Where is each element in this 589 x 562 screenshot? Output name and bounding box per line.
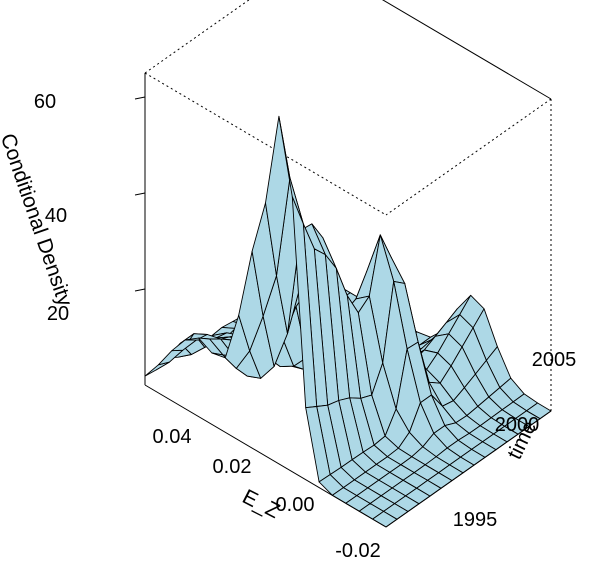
y-tick-label: 2005 — [532, 349, 577, 371]
box-edge — [144, 72, 387, 216]
x-tick-label: 0.04 — [153, 426, 192, 448]
z-tick-label: 40 — [45, 205, 67, 227]
y-tick-label: 2000 — [495, 414, 540, 436]
x-tick-label: 0.00 — [276, 494, 315, 516]
box-edge — [144, 384, 387, 528]
plot-box-front — [134, 73, 552, 528]
x-tick-label: -0.02 — [335, 540, 381, 562]
box-edge — [385, 410, 552, 528]
box-edge — [385, 98, 552, 216]
z-tick — [134, 288, 146, 292]
x-tick-label: 0.02 — [213, 456, 252, 478]
z-tick — [134, 96, 146, 100]
box-edge — [381, 0, 552, 100]
z-tick — [134, 192, 146, 196]
box-edge — [144, 0, 250, 74]
y-tick-label: 1995 — [453, 509, 498, 531]
plot-box-back — [144, 0, 552, 411]
x-axis-title: E_Z — [239, 485, 284, 523]
z-tick-label: 60 — [34, 91, 56, 113]
z-tick-label: 20 — [47, 303, 69, 325]
surface-facet — [157, 349, 184, 366]
surface-facet — [144, 361, 170, 377]
surface-mesh — [144, 115, 552, 528]
